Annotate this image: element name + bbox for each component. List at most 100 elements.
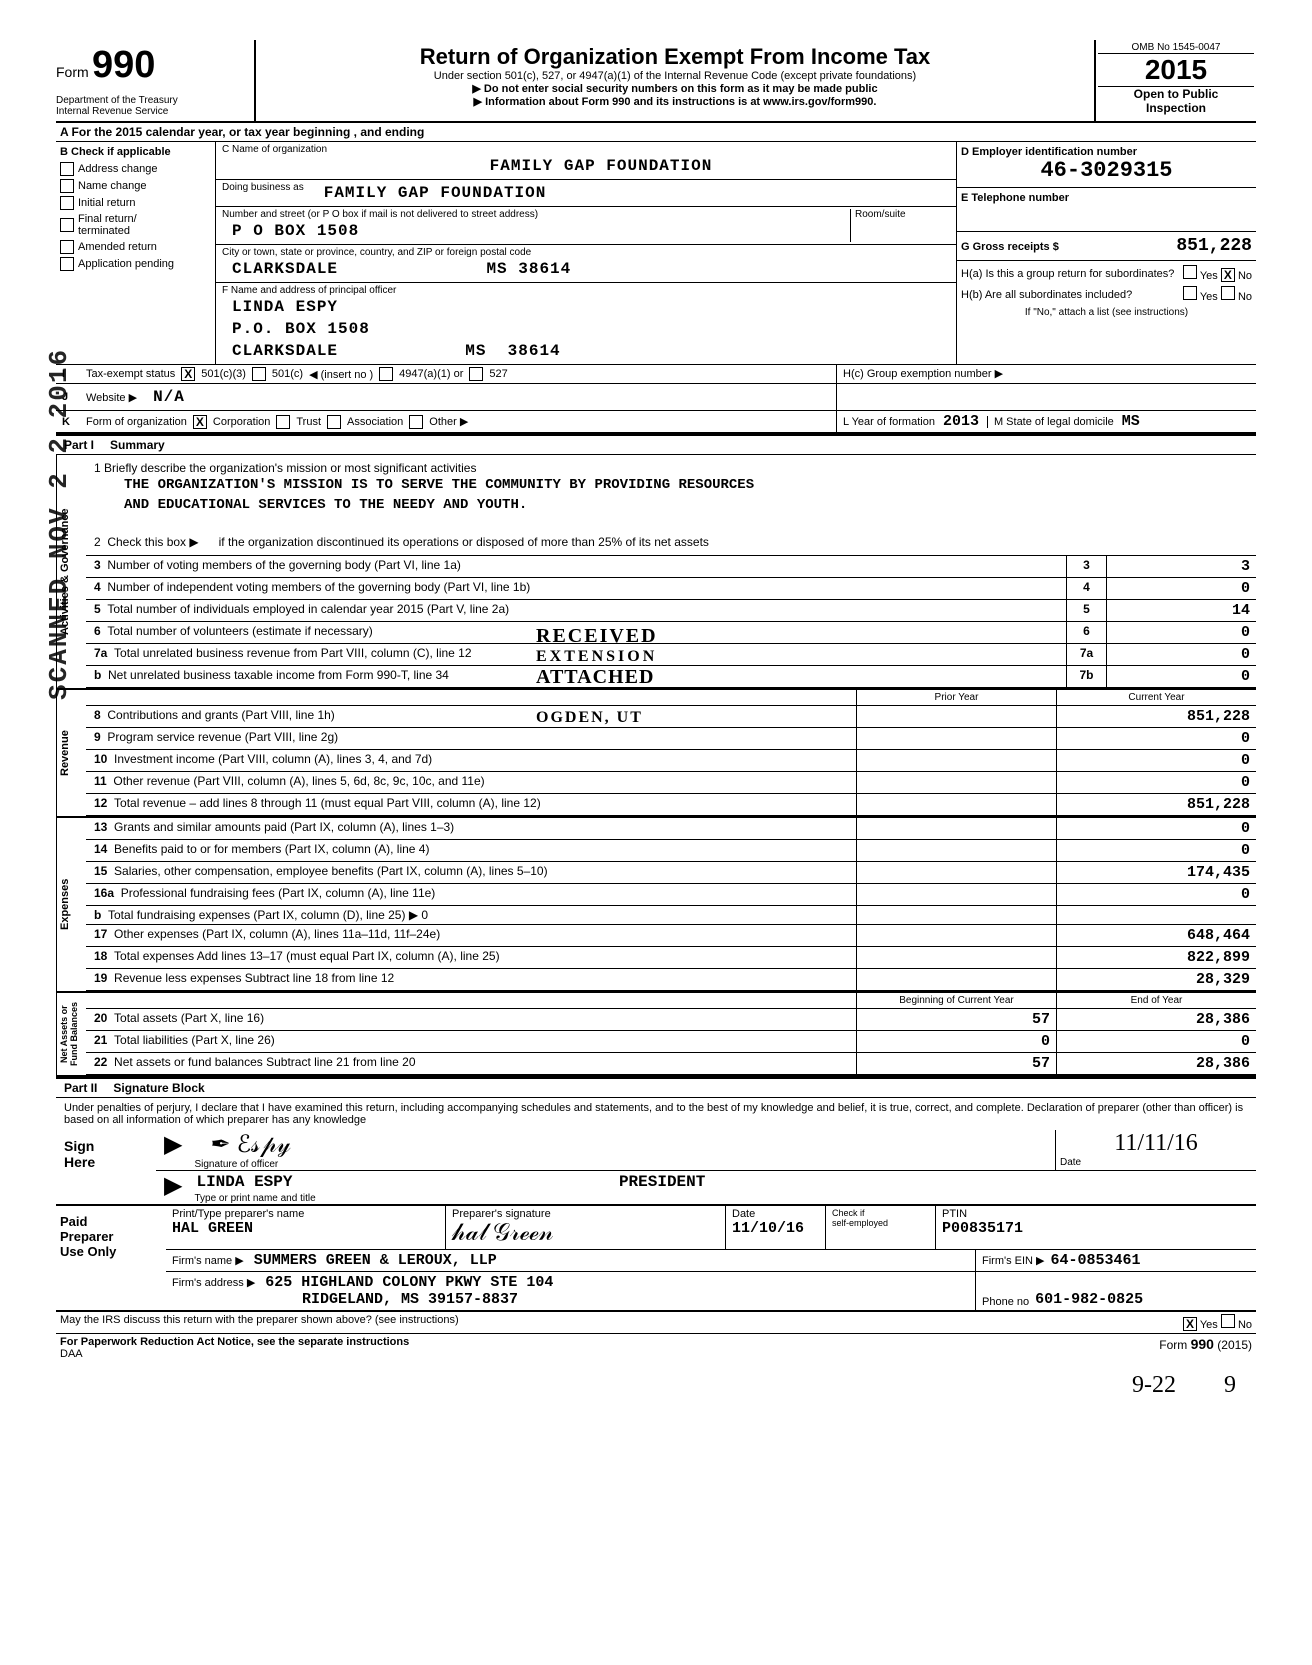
check-opt: Name change bbox=[78, 180, 147, 192]
check-opt: Address change bbox=[78, 163, 158, 175]
formation-year: 2013 bbox=[943, 413, 979, 430]
form-number: 990 bbox=[92, 44, 155, 86]
ha-yes[interactable] bbox=[1183, 265, 1197, 279]
opt-527: 527 bbox=[489, 368, 507, 380]
pdate-label: Date bbox=[732, 1208, 819, 1220]
open-label-1: Open to Public bbox=[1098, 86, 1254, 101]
501c3-checkbox[interactable]: X bbox=[181, 367, 195, 381]
line2-label: 2 Check this box ▶ if the organization d… bbox=[94, 535, 1248, 549]
tax-year: 2015 bbox=[1098, 54, 1254, 86]
dept-label: Department of the Treasury Internal Reve… bbox=[56, 95, 246, 117]
firm-ein-label: Firm's EIN ▶ bbox=[982, 1254, 1045, 1267]
checkbox-amended[interactable] bbox=[60, 240, 74, 254]
daa-label: DAA bbox=[60, 1348, 83, 1360]
line-22-prior: 57 bbox=[856, 1053, 1056, 1074]
line-9-current: 0 bbox=[1056, 728, 1256, 749]
form-word: Form bbox=[56, 64, 89, 80]
addr-label: Number and street (or P O box if mail is… bbox=[222, 209, 850, 220]
g-label: G Gross receipts $ bbox=[961, 241, 1059, 253]
self-emp-label: Check if self-employed bbox=[826, 1206, 936, 1249]
declaration-text: Under penalties of perjury, I declare th… bbox=[56, 1098, 1256, 1130]
other-checkbox[interactable] bbox=[409, 415, 423, 429]
line-22-current: 28,386 bbox=[1056, 1053, 1256, 1074]
date-label: Date bbox=[1056, 1157, 1256, 1168]
line-b: b Total fundraising expenses (Part IX, c… bbox=[86, 906, 856, 924]
line-20-current: 28,386 bbox=[1056, 1009, 1256, 1030]
line-15-prior bbox=[856, 862, 1056, 883]
current-year-hdr: Current Year bbox=[1056, 690, 1256, 705]
sig-officer-label: Signature of officer bbox=[190, 1159, 1055, 1170]
preparer-signature: 𝒽𝒶𝓁 𝒢𝓇ℯℯ𝓃 bbox=[452, 1220, 719, 1247]
ein-value: 46-3029315 bbox=[961, 158, 1252, 183]
hb-label: H(b) Are all subordinates included? bbox=[961, 289, 1132, 301]
trust-checkbox[interactable] bbox=[276, 415, 290, 429]
org-name: FAMILY GAP FOUNDATION bbox=[222, 155, 950, 177]
line-17-current: 648,464 bbox=[1056, 925, 1256, 946]
line-14-current: 0 bbox=[1056, 840, 1256, 861]
501c-checkbox[interactable] bbox=[252, 367, 266, 381]
line-3: 3 Number of voting members of the govern… bbox=[86, 556, 1066, 577]
checkbox-initial[interactable] bbox=[60, 196, 74, 210]
yes-label: Yes bbox=[1200, 291, 1218, 303]
form-header: Form 990 Department of the Treasury Inte… bbox=[56, 40, 1256, 123]
pra-notice: For Paperwork Reduction Act Notice, see … bbox=[60, 1336, 409, 1348]
assoc-checkbox[interactable] bbox=[327, 415, 341, 429]
discuss-label: May the IRS discuss this return with the… bbox=[60, 1314, 459, 1331]
f-label: F Name and address of principal officer bbox=[222, 285, 950, 296]
hb-no[interactable] bbox=[1221, 286, 1235, 300]
corp-checkbox[interactable]: X bbox=[193, 415, 207, 429]
hc-label: H(c) Group exemption number ▶ bbox=[836, 365, 1256, 383]
line-8-current: 851,228 bbox=[1056, 706, 1256, 727]
checkbox-final[interactable] bbox=[60, 218, 74, 232]
hb-yes[interactable] bbox=[1183, 286, 1197, 300]
line-17: 17 Other expenses (Part IX, column (A), … bbox=[86, 925, 856, 946]
ptin-label: PTIN bbox=[942, 1208, 1250, 1220]
type-name-label: Type or print name and title bbox=[190, 1193, 1256, 1204]
line-box: 6 bbox=[1066, 622, 1106, 643]
line-11-current: 0 bbox=[1056, 772, 1256, 793]
m-label: M State of legal domicile bbox=[987, 416, 1114, 428]
line-13-prior bbox=[856, 818, 1056, 839]
form-org-label: Form of organization bbox=[86, 416, 187, 428]
line-b-current bbox=[1056, 906, 1256, 924]
line-18-prior bbox=[856, 947, 1056, 968]
officer-addr2: CLARKSDALE MS 38614 bbox=[222, 340, 950, 362]
checkbox-name-change[interactable] bbox=[60, 179, 74, 193]
4947-checkbox[interactable] bbox=[379, 367, 393, 381]
part2-title: Signature Block bbox=[105, 1079, 212, 1097]
firm-addr2: RIDGELAND, MS 39157-8837 bbox=[172, 1291, 969, 1308]
checkbox-pending[interactable] bbox=[60, 257, 74, 271]
checkbox-address-change[interactable] bbox=[60, 162, 74, 176]
officer-name-title: LINDA ESPY PRESIDENT bbox=[190, 1171, 1256, 1193]
line-box: 4 bbox=[1066, 578, 1106, 599]
check-opt: Final return/ terminated bbox=[78, 213, 137, 237]
527-checkbox[interactable] bbox=[469, 367, 483, 381]
section-identity: B Check if applicable Address change Nam… bbox=[56, 142, 1256, 365]
phone-label: Phone no bbox=[982, 1296, 1029, 1308]
l-label: L Year of formation bbox=[843, 416, 935, 428]
discuss-yes[interactable]: X bbox=[1183, 1317, 1197, 1331]
line-16a-prior bbox=[856, 884, 1056, 905]
yes-label: Yes bbox=[1200, 1319, 1218, 1331]
opt-trust: Trust bbox=[296, 416, 321, 428]
line-14-prior bbox=[856, 840, 1056, 861]
line-13-current: 0 bbox=[1056, 818, 1256, 839]
line-box: 7a bbox=[1066, 644, 1106, 665]
omb-number: OMB No 1545-0047 bbox=[1098, 42, 1254, 54]
psig-label: Preparer's signature bbox=[452, 1208, 719, 1220]
ha-no[interactable]: X bbox=[1221, 268, 1235, 282]
phone-value: 601-982-0825 bbox=[1035, 1291, 1143, 1308]
line-4-value: 0 bbox=[1106, 578, 1256, 599]
line-box: 5 bbox=[1066, 600, 1106, 621]
discuss-no[interactable] bbox=[1221, 1314, 1235, 1328]
no-label: No bbox=[1238, 1319, 1252, 1331]
e-label: E Telephone number bbox=[961, 192, 1252, 204]
mission-1: THE ORGANIZATION'S MISSION IS TO SERVE T… bbox=[94, 475, 1248, 495]
city-value: CLARKSDALE MS 38614 bbox=[222, 258, 950, 280]
line-4: 4 Number of independent voting members o… bbox=[86, 578, 1066, 599]
line-5: 5 Total number of individuals employed i… bbox=[86, 600, 1066, 621]
line-b-value: 0 bbox=[1106, 666, 1256, 687]
part1-title: Summary bbox=[102, 436, 173, 454]
main-title: Return of Organization Exempt From Incom… bbox=[260, 44, 1090, 70]
line-15: 15 Salaries, other compensation, employe… bbox=[86, 862, 856, 883]
